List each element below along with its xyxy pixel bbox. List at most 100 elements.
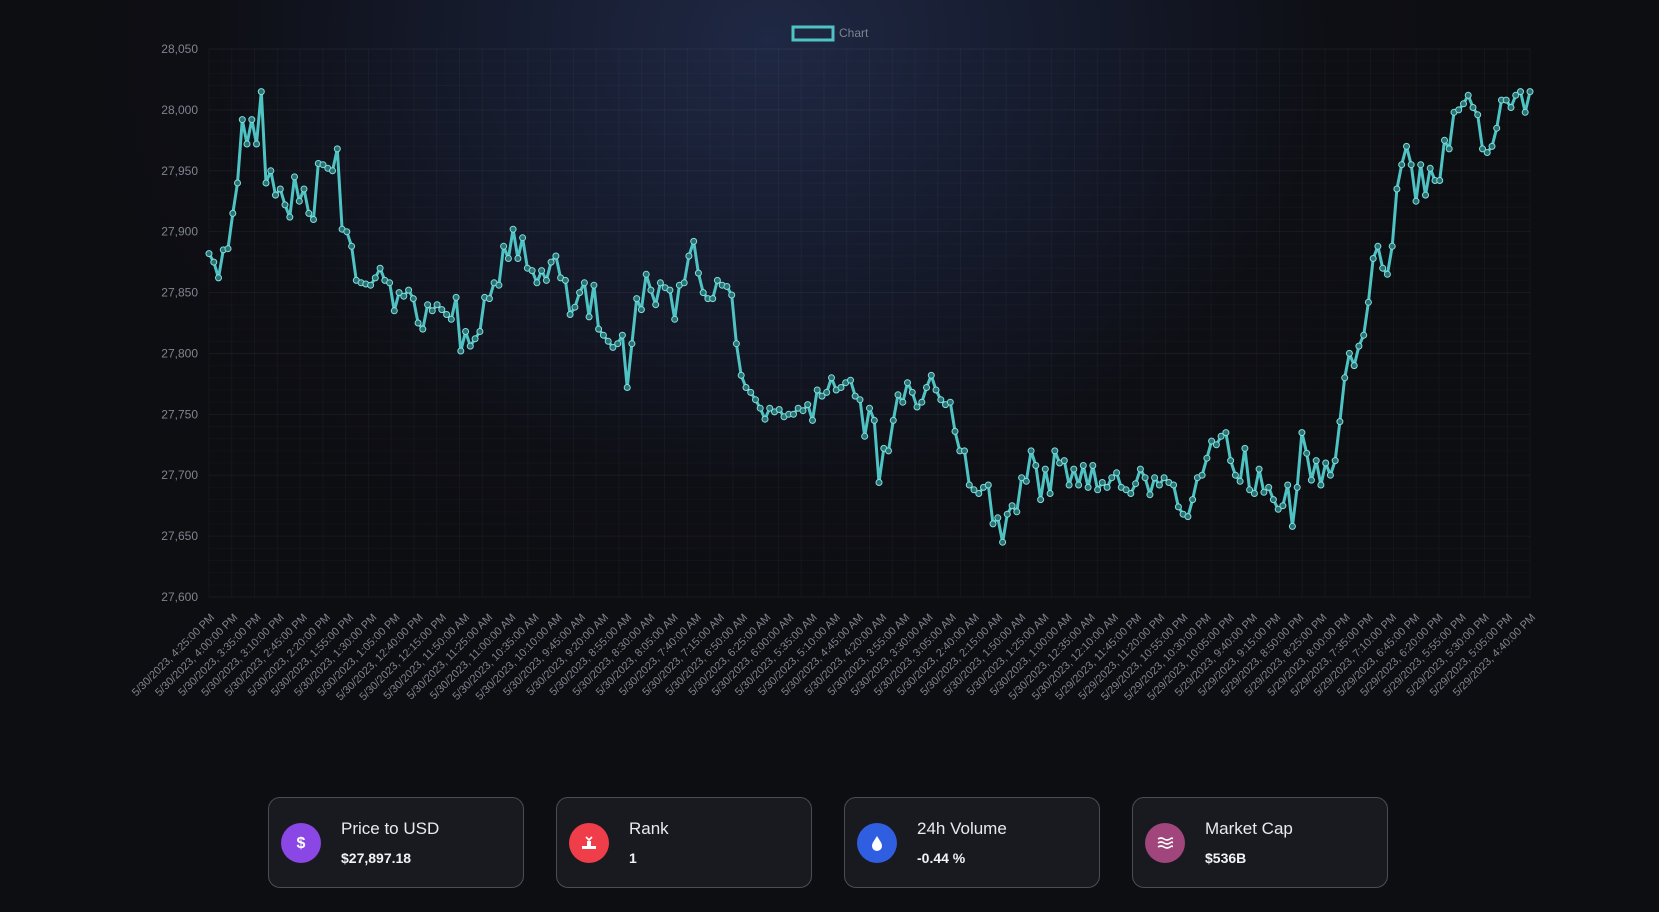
data-point[interactable]: [300, 185, 308, 193]
data-point[interactable]: [1445, 145, 1453, 153]
data-point[interactable]: [1502, 96, 1510, 104]
data-point[interactable]: [466, 342, 474, 350]
data-point[interactable]: [495, 281, 503, 289]
data-point[interactable]: [1355, 342, 1363, 350]
data-point[interactable]: [1341, 374, 1349, 382]
data-point[interactable]: [1065, 481, 1073, 489]
data-point[interactable]: [1460, 100, 1467, 108]
data-point[interactable]: [229, 209, 237, 217]
data-point[interactable]: [1521, 108, 1529, 116]
data-point[interactable]: [1008, 502, 1016, 510]
data-point[interactable]: [253, 140, 260, 148]
data-point[interactable]: [538, 267, 546, 275]
data-point[interactable]: [1113, 469, 1121, 477]
data-point[interactable]: [585, 313, 593, 321]
data-point[interactable]: [747, 388, 755, 396]
data-point[interactable]: [965, 481, 973, 489]
data-point[interactable]: [1046, 490, 1054, 497]
data-point[interactable]: [908, 388, 916, 396]
data-point[interactable]: [1160, 474, 1168, 482]
data-point[interactable]: [1388, 242, 1396, 250]
data-point[interactable]: [1260, 488, 1268, 496]
data-point[interactable]: [210, 258, 218, 266]
data-point[interactable]: [1369, 255, 1377, 262]
data-point[interactable]: [828, 374, 835, 382]
data-point[interactable]: [1507, 104, 1515, 111]
data-point[interactable]: [766, 404, 774, 412]
data-point[interactable]: [1018, 474, 1026, 482]
data-point[interactable]: [1255, 465, 1263, 473]
data-point[interactable]: [737, 371, 745, 379]
data-point[interactable]: [1122, 486, 1130, 494]
data-point[interactable]: [286, 213, 294, 221]
data-point[interactable]: [652, 301, 660, 309]
data-point[interactable]: [1288, 522, 1296, 530]
data-point[interactable]: [690, 237, 698, 245]
data-point[interactable]: [984, 481, 992, 489]
volume-card[interactable]: 24h Volume -0.44 %: [844, 797, 1100, 888]
data-point[interactable]: [1350, 362, 1358, 370]
data-point[interactable]: [728, 291, 736, 299]
data-point[interactable]: [609, 343, 617, 351]
data-point[interactable]: [333, 145, 341, 153]
data-point[interactable]: [709, 295, 717, 303]
data-point[interactable]: [571, 303, 579, 311]
data-point[interactable]: [1184, 513, 1192, 521]
data-point[interactable]: [885, 447, 892, 455]
data-point[interactable]: [547, 258, 555, 266]
data-point[interactable]: [1060, 457, 1068, 465]
data-point[interactable]: [799, 407, 807, 415]
data-point[interactable]: [310, 216, 317, 223]
data-point[interactable]: [818, 392, 826, 400]
data-point[interactable]: [528, 267, 536, 275]
data-point[interactable]: [215, 274, 222, 282]
rank-card[interactable]: Rank 1: [556, 797, 812, 888]
data-point[interactable]: [1075, 481, 1083, 489]
data-point[interactable]: [1094, 486, 1102, 494]
data-point[interactable]: [533, 279, 541, 287]
data-point[interactable]: [775, 406, 783, 413]
data-point[interactable]: [1436, 177, 1444, 184]
data-point[interactable]: [813, 386, 821, 394]
data-point[interactable]: [1174, 503, 1182, 511]
data-point[interactable]: [419, 325, 427, 333]
data-point[interactable]: [424, 301, 432, 309]
data-point[interactable]: [1208, 437, 1216, 445]
data-point[interactable]: [1317, 481, 1325, 489]
data-point[interactable]: [1403, 142, 1410, 150]
data-point[interactable]: [414, 319, 422, 327]
data-point[interactable]: [295, 197, 303, 205]
data-point[interactable]: [514, 255, 522, 262]
data-point[interactable]: [1483, 149, 1491, 156]
data-point[interactable]: [623, 384, 631, 391]
data-point[interactable]: [1336, 418, 1344, 426]
data-point[interactable]: [371, 274, 379, 282]
data-point[interactable]: [281, 201, 289, 209]
data-point[interactable]: [443, 311, 451, 318]
data-point[interactable]: [552, 252, 560, 260]
data-point[interactable]: [856, 396, 864, 404]
data-point[interactable]: [1250, 490, 1258, 497]
data-point[interactable]: [927, 371, 935, 379]
data-point[interactable]: [224, 245, 232, 253]
data-point[interactable]: [1360, 331, 1368, 339]
data-point[interactable]: [847, 376, 854, 384]
data-point[interactable]: [1274, 505, 1282, 513]
data-point[interactable]: [390, 307, 398, 315]
data-point[interactable]: [870, 416, 878, 424]
data-point[interactable]: [1455, 106, 1463, 114]
data-point[interactable]: [566, 311, 574, 318]
data-point[interactable]: [476, 328, 484, 335]
data-point[interactable]: [257, 88, 265, 96]
data-point[interactable]: [329, 167, 336, 175]
data-point[interactable]: [699, 289, 707, 297]
data-point[interactable]: [1127, 490, 1135, 497]
data-point[interactable]: [637, 306, 645, 314]
data-point[interactable]: [248, 116, 256, 124]
data-point[interactable]: [1422, 191, 1429, 199]
data-point[interactable]: [1398, 161, 1406, 169]
data-point[interactable]: [485, 295, 493, 303]
data-point[interactable]: [1098, 479, 1106, 486]
data-point[interactable]: [713, 276, 721, 284]
data-point[interactable]: [1426, 164, 1434, 172]
